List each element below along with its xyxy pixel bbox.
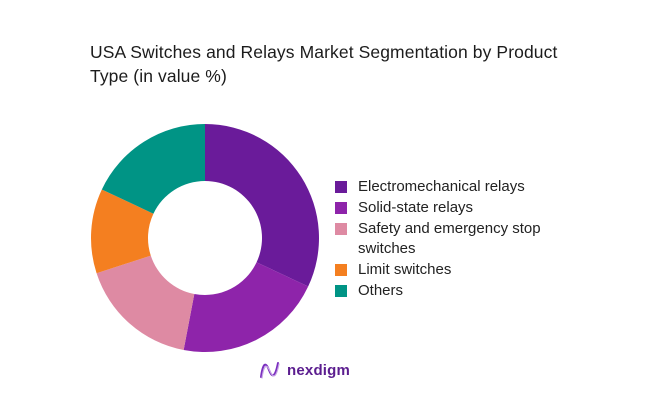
legend-item-limit-switches: Limit switches	[335, 260, 595, 280]
legend-label: Safety and emergency stop switches	[358, 220, 541, 257]
chart-legend: Electromechanical relays Solid-state rel…	[335, 177, 595, 302]
donut-slice-electromechanical-relays	[205, 124, 320, 287]
legend-item-electromechanical-relays: Electromechanical relays	[335, 177, 595, 197]
legend-swatch	[335, 202, 347, 214]
legend-swatch	[335, 264, 347, 276]
donut-slice-limit-switches	[91, 189, 154, 274]
donut-slice-others	[101, 124, 205, 214]
donut-slice-safety-and-emergency-stop-switches	[96, 255, 195, 350]
nexdigm-wave-icon	[260, 362, 280, 379]
legend-item-solid-state-relays: Solid-state relays	[335, 198, 595, 218]
legend-swatch	[335, 285, 347, 297]
legend-item-safety-emergency-stop-switches: Safety and emergency stop switches	[335, 219, 595, 259]
legend-swatch	[335, 223, 347, 235]
donut-slice-solid-state-relays	[183, 262, 309, 352]
brand-logo: nexdigm	[259, 360, 350, 380]
chart-title: USA Switches and Relays Market Segmentat…	[90, 42, 558, 86]
legend-item-others: Others	[335, 281, 595, 301]
legend-label: Electromechanical relays	[358, 178, 525, 195]
legend-swatch	[335, 181, 347, 193]
legend-label: Solid-state relays	[358, 199, 474, 216]
legend-label: Limit switches	[358, 261, 452, 278]
logo-text: nexdigm	[287, 361, 351, 379]
donut-slices	[91, 124, 320, 352]
legend-label: Others	[358, 282, 404, 299]
